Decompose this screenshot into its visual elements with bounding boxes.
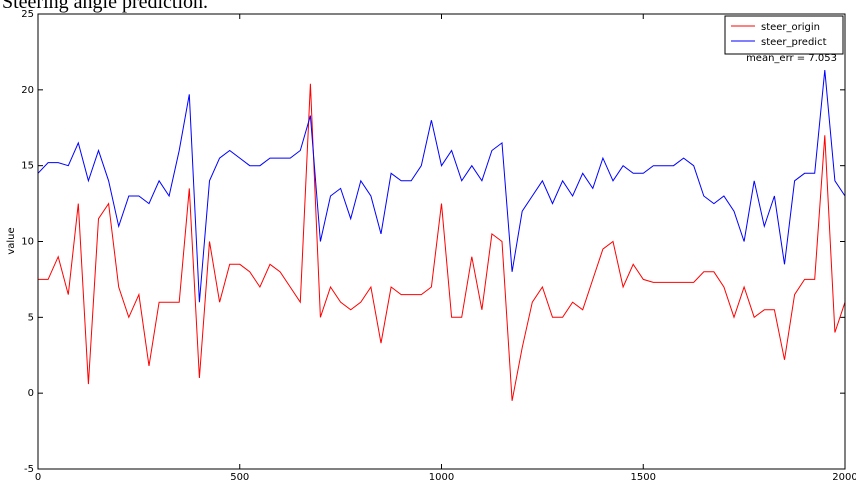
y-axis-label: value xyxy=(6,227,17,254)
x-tick-label: 1000 xyxy=(429,472,454,483)
x-tick-label: 0 xyxy=(35,472,41,483)
legend-box xyxy=(724,15,844,55)
y-tick-label: 15 xyxy=(21,161,34,172)
y-tick-label: 10 xyxy=(21,237,34,248)
legend: steer_origin steer_predict xyxy=(724,15,844,55)
y-tick-label: 20 xyxy=(21,85,34,96)
y-tick-label: 5 xyxy=(28,312,34,323)
chart-title: Steering angle prediction. xyxy=(2,0,208,13)
plot-frame xyxy=(37,13,846,470)
x-tick-label: 500 xyxy=(230,472,249,483)
legend-label: steer_origin xyxy=(761,22,820,33)
y-tick-label: 25 xyxy=(21,9,34,20)
series-line xyxy=(37,70,846,303)
annotation: mean_err = 7.053 xyxy=(746,53,837,64)
x-tick-label: 1500 xyxy=(631,472,656,483)
series-line xyxy=(38,83,846,401)
y-tick-label: 0 xyxy=(28,388,34,399)
y-tick-label: -5 xyxy=(24,464,34,475)
x-tick-label: 2000 xyxy=(832,472,856,483)
legend-label: steer_predict xyxy=(761,37,827,48)
